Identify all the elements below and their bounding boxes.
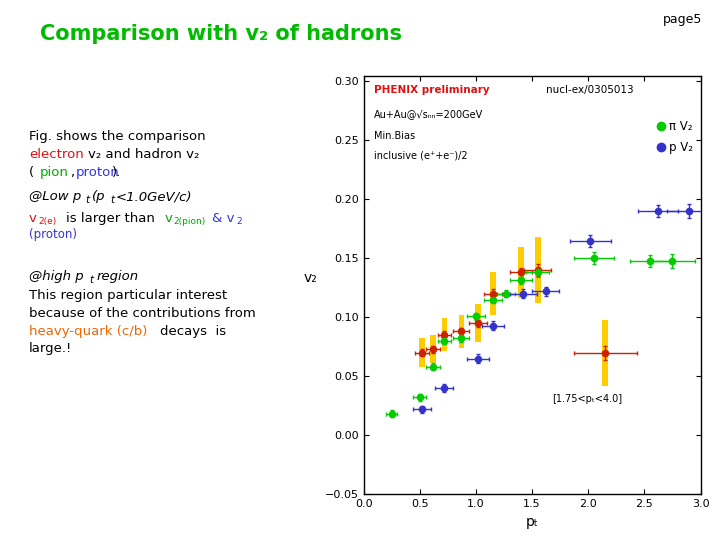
Bar (441, 319, 447, 352)
Bar (490, 273, 495, 315)
Text: is larger than: is larger than (66, 212, 155, 225)
Text: 2(pion): 2(pion) (174, 217, 206, 226)
Legend: π V₂, p V₂: π V₂, p V₂ (653, 115, 698, 159)
Text: v₂ and hadron v₂: v₂ and hadron v₂ (88, 148, 199, 161)
Text: v: v (29, 212, 37, 225)
Text: (: ( (29, 166, 34, 179)
Text: PHENIX preliminary: PHENIX preliminary (374, 85, 490, 95)
Text: Au+Au@√sₙₙ=200GeV: Au+Au@√sₙₙ=200GeV (374, 109, 483, 119)
Y-axis label: v₂: v₂ (304, 271, 318, 285)
Text: t: t (85, 195, 89, 205)
Text: @high p: @high p (29, 270, 84, 283)
Bar (419, 339, 425, 367)
Text: inclusive (e⁺+e⁻)/2: inclusive (e⁺+e⁻)/2 (374, 151, 467, 161)
Text: electron: electron (29, 148, 84, 161)
Bar (518, 247, 523, 299)
Bar (459, 315, 464, 348)
Bar (602, 320, 608, 386)
Text: Min.Bias: Min.Bias (374, 131, 415, 141)
Text: heavy-quark (c/b): heavy-quark (c/b) (29, 325, 147, 338)
Text: because of the contributions from: because of the contributions from (29, 307, 256, 320)
Text: region: region (96, 270, 139, 283)
Bar (475, 305, 481, 342)
Text: t: t (89, 275, 94, 285)
Text: [1.75<pₜ<4.0]: [1.75<pₜ<4.0] (552, 394, 622, 404)
Text: large.!: large.! (29, 342, 72, 355)
Bar (535, 237, 541, 303)
Text: ,: , (70, 166, 74, 179)
Text: Comparison with v₂ of hadrons: Comparison with v₂ of hadrons (40, 24, 402, 44)
Text: proton: proton (76, 166, 120, 179)
Text: (p: (p (92, 190, 106, 203)
Text: v: v (164, 212, 172, 225)
Text: <1.0GeV/c): <1.0GeV/c) (116, 190, 192, 203)
Text: @Low p: @Low p (29, 190, 81, 203)
Bar (431, 335, 436, 363)
X-axis label: pₜ: pₜ (526, 515, 539, 529)
Text: ).: ). (112, 166, 121, 179)
Text: nucl-ex/0305013: nucl-ex/0305013 (546, 85, 633, 95)
Text: pion: pion (40, 166, 68, 179)
Text: page5: page5 (662, 14, 702, 26)
Text: 2: 2 (236, 217, 242, 226)
Text: & v: & v (212, 212, 235, 225)
Text: (proton): (proton) (29, 228, 77, 241)
Text: t: t (110, 195, 114, 205)
Text: Fig. shows the comparison: Fig. shows the comparison (29, 130, 205, 143)
Text: decays  is: decays is (160, 325, 226, 338)
Text: 2(e): 2(e) (38, 217, 56, 226)
Text: This region particular interest: This region particular interest (29, 289, 227, 302)
